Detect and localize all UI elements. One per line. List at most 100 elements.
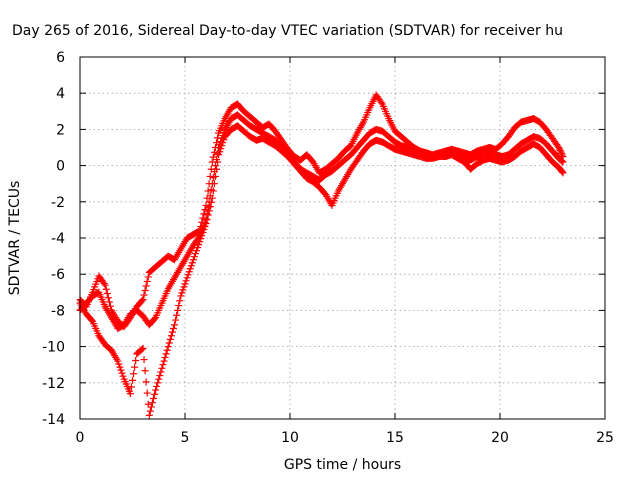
data-point: [205, 207, 213, 215]
data-point: [558, 151, 566, 159]
data-point: [153, 382, 161, 390]
data-point: [173, 311, 181, 319]
data-point: [559, 158, 567, 166]
data-point: [204, 211, 212, 219]
data-point: [140, 356, 148, 364]
data-point: [558, 157, 566, 165]
data-point: [182, 277, 190, 285]
data-point: [177, 292, 185, 300]
axis-ticks: [79, 56, 606, 420]
x-axis-title: GPS time / hours: [284, 457, 401, 473]
data-point: [166, 335, 174, 343]
data-point: [210, 148, 218, 156]
data-point: [206, 203, 214, 211]
data-point: [556, 145, 563, 153]
data-point: [178, 289, 186, 297]
data-series-2: [76, 111, 567, 332]
data-point: [188, 259, 196, 267]
data-point: [556, 147, 564, 155]
data-point: [194, 244, 202, 252]
y-tick-label: 6: [56, 50, 65, 66]
data-point: [183, 274, 191, 282]
data-point: [162, 350, 170, 358]
plot-area-frame: [79, 56, 606, 420]
data-point: [171, 321, 178, 329]
y-tick-label: -2: [51, 195, 65, 211]
data-point: [88, 316, 96, 324]
data-point: [190, 253, 198, 261]
data-point: [161, 353, 169, 361]
y-axis-tick-labels: -14 -12 -10 -8 -6 -4 -2 0 2 4 6: [42, 50, 65, 428]
x-tick-label: 5: [181, 430, 190, 446]
y-axis-title: SDTVAR / TECUs: [7, 181, 23, 296]
data-point: [199, 229, 207, 237]
data-point: [154, 379, 162, 387]
data-point: [167, 332, 175, 340]
data-point: [103, 290, 111, 298]
data-point: [159, 361, 167, 369]
data-point: [201, 223, 209, 231]
data-point: [193, 247, 201, 255]
data-points: [76, 91, 567, 419]
data-point: [158, 364, 166, 372]
data-point: [555, 144, 563, 151]
data-point: [139, 344, 147, 352]
data-point: [140, 291, 148, 299]
data-point: [164, 343, 172, 351]
data-point: [558, 157, 566, 165]
data-point: [196, 238, 204, 246]
data-point: [203, 215, 211, 223]
data-point: [165, 339, 173, 347]
x-tick-label: 20: [491, 430, 509, 446]
data-point: [130, 370, 138, 378]
data-point: [216, 148, 224, 156]
data-point: [141, 367, 149, 375]
x-tick-label: 15: [386, 430, 404, 446]
data-point: [215, 151, 223, 159]
data-point: [102, 285, 110, 293]
data-point: [172, 316, 180, 324]
y-tick-label: -12: [42, 376, 65, 392]
x-tick-label: 0: [76, 430, 85, 446]
data-point: [144, 273, 152, 281]
y-tick-label: 2: [56, 122, 65, 138]
data-point: [139, 296, 147, 304]
data-point: [185, 268, 193, 276]
data-point: [156, 372, 164, 380]
data-point: [142, 378, 150, 386]
data-point: [129, 376, 136, 384]
data-point: [119, 372, 127, 380]
data-point: [155, 375, 163, 383]
y-tick-label: -14: [42, 412, 65, 428]
x-tick-label: 10: [281, 430, 299, 446]
data-point: [207, 198, 215, 206]
data-point: [138, 345, 146, 353]
data-point: [213, 165, 220, 173]
data-point: [151, 315, 159, 323]
data-point: [168, 328, 176, 336]
data-point: [559, 169, 567, 177]
data-point: [214, 134, 222, 142]
data-point: [114, 357, 122, 365]
data-point: [184, 271, 192, 279]
data-point: [143, 277, 151, 285]
data-point: [189, 256, 197, 264]
data-point: [187, 262, 195, 270]
data-point: [211, 172, 219, 180]
data-point: [192, 250, 199, 258]
y-tick-label: -6: [51, 267, 65, 283]
data-point: [198, 232, 206, 240]
data-point: [147, 403, 155, 411]
data-point: [150, 394, 157, 402]
data-point: [117, 366, 125, 374]
data-series-3: [76, 122, 567, 419]
data-point: [146, 407, 154, 415]
data-point: [181, 280, 189, 288]
data-point: [106, 302, 114, 310]
data-point: [169, 325, 177, 332]
data-point: [219, 139, 227, 147]
data-point: [175, 302, 183, 310]
data-point: [197, 235, 205, 243]
data-point: [217, 145, 225, 153]
